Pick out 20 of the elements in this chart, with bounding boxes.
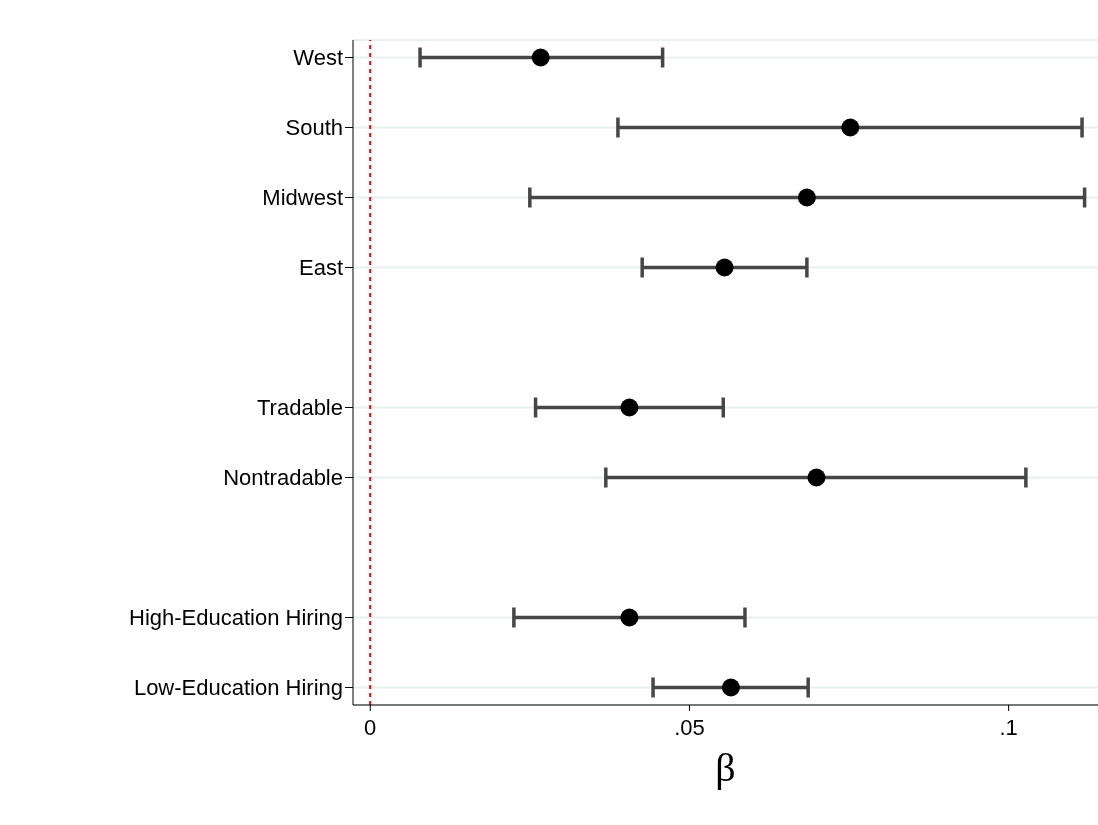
x-axis-title: β bbox=[715, 745, 736, 791]
y-tick-label: Midwest bbox=[262, 185, 343, 211]
point bbox=[531, 48, 550, 67]
y-tick-label: Tradable bbox=[256, 395, 343, 421]
y-tick-label: East bbox=[298, 255, 343, 281]
x-tick-label: 0 bbox=[364, 714, 377, 740]
y-tick-label: South bbox=[285, 115, 343, 141]
x-tick-label: .1 bbox=[999, 714, 1018, 740]
y-tick-label: Low-Education Hiring bbox=[133, 675, 343, 701]
point bbox=[797, 188, 816, 207]
point bbox=[715, 258, 734, 277]
y-tick-label: High-Education Hiring bbox=[129, 605, 343, 631]
y-tick-label: West bbox=[293, 45, 343, 71]
point bbox=[807, 468, 826, 487]
point bbox=[620, 608, 639, 627]
point bbox=[721, 678, 740, 697]
point bbox=[841, 118, 860, 137]
x-tick-label: .05 bbox=[674, 714, 705, 740]
y-tick-label: Nontradable bbox=[223, 465, 343, 491]
point bbox=[620, 398, 639, 417]
